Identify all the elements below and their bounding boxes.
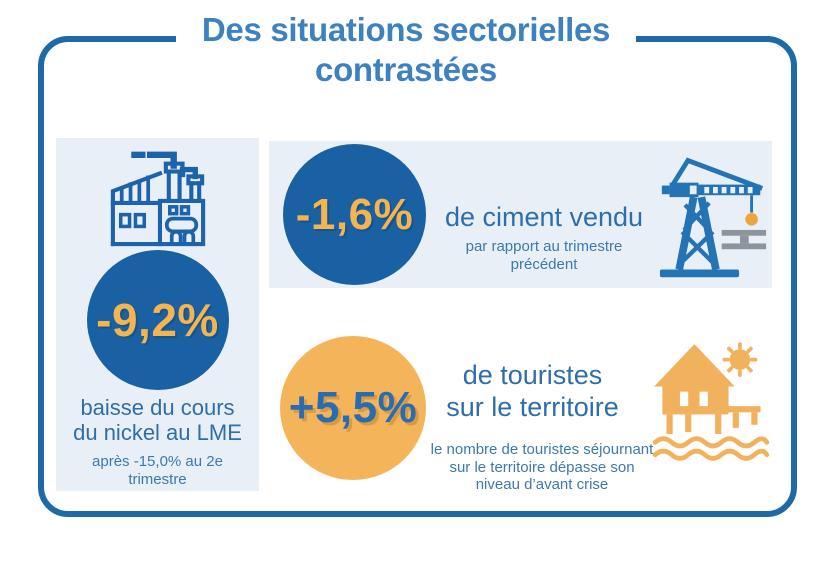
tourism-label-line-2: sur le territoire — [446, 391, 619, 422]
tourism-label: de touristes sur le territoire — [420, 360, 645, 424]
nickel-stat-circle: -9,2% — [86, 250, 229, 390]
tourism-note-line-1: le nombre de touristes séjournant — [430, 441, 654, 458]
sun-icon — [722, 342, 758, 377]
page-title: Des situations sectorielles contrastées — [0, 6, 812, 95]
nickel-label: baisse du cours du nickel au LME — [73, 395, 242, 445]
page-title-box: Des situations sectorielles contrastées — [175, 6, 637, 95]
nickel-note-line-1: après -15,0% au 2e — [92, 453, 223, 471]
steel-beam — [721, 229, 767, 250]
tourism-note-line-3: niveau d’avant crise — [475, 476, 609, 494]
nickel-note-line-2: trimestre — [128, 470, 187, 488]
stilt-house-icon — [652, 342, 770, 461]
cement-text: de ciment vendu par rapport au trimestre… — [419, 202, 669, 273]
tourism-stat-circle: +5,5% — [280, 336, 426, 480]
title-line-2: contrastées — [315, 51, 497, 89]
nickel-value: -9,2% — [96, 294, 219, 346]
construction-crane-icon — [659, 157, 767, 278]
tourism-label-line-1: de touristes — [462, 360, 603, 390]
cement-section: -1,6% de ciment vendu par rapport au tri… — [269, 141, 772, 288]
tourism-value: +5,5% — [288, 383, 418, 432]
nickel-label-line-2: du nickel au LME — [73, 419, 242, 445]
cement-label: de ciment vendu — [444, 202, 644, 232]
tourism-note: le nombre de touristes séjournant sur le… — [422, 441, 662, 494]
nickel-note: après -15,0% au 2e trimestre — [92, 453, 223, 488]
cement-stat-circle: -1,6% — [283, 144, 426, 285]
nickel-label-line-1: baisse du cours — [80, 395, 235, 420]
nickel-section: -9,2% baisse du cours du nickel au LME a… — [56, 138, 259, 491]
tourism-note-line-2: sur le territoire dépasse son — [449, 458, 635, 476]
water-waves — [652, 436, 770, 461]
cement-note-line-2: précédent — [510, 255, 578, 273]
factory-icon — [110, 151, 205, 247]
cement-note: par rapport au trimestre précédent — [419, 238, 669, 273]
crane-hook-ball — [745, 213, 758, 226]
cement-note-line-1: par rapport au trimestre — [465, 238, 623, 255]
cement-value: -1,6% — [295, 189, 414, 239]
title-line-1: Des situations sectorielles — [201, 11, 611, 48]
